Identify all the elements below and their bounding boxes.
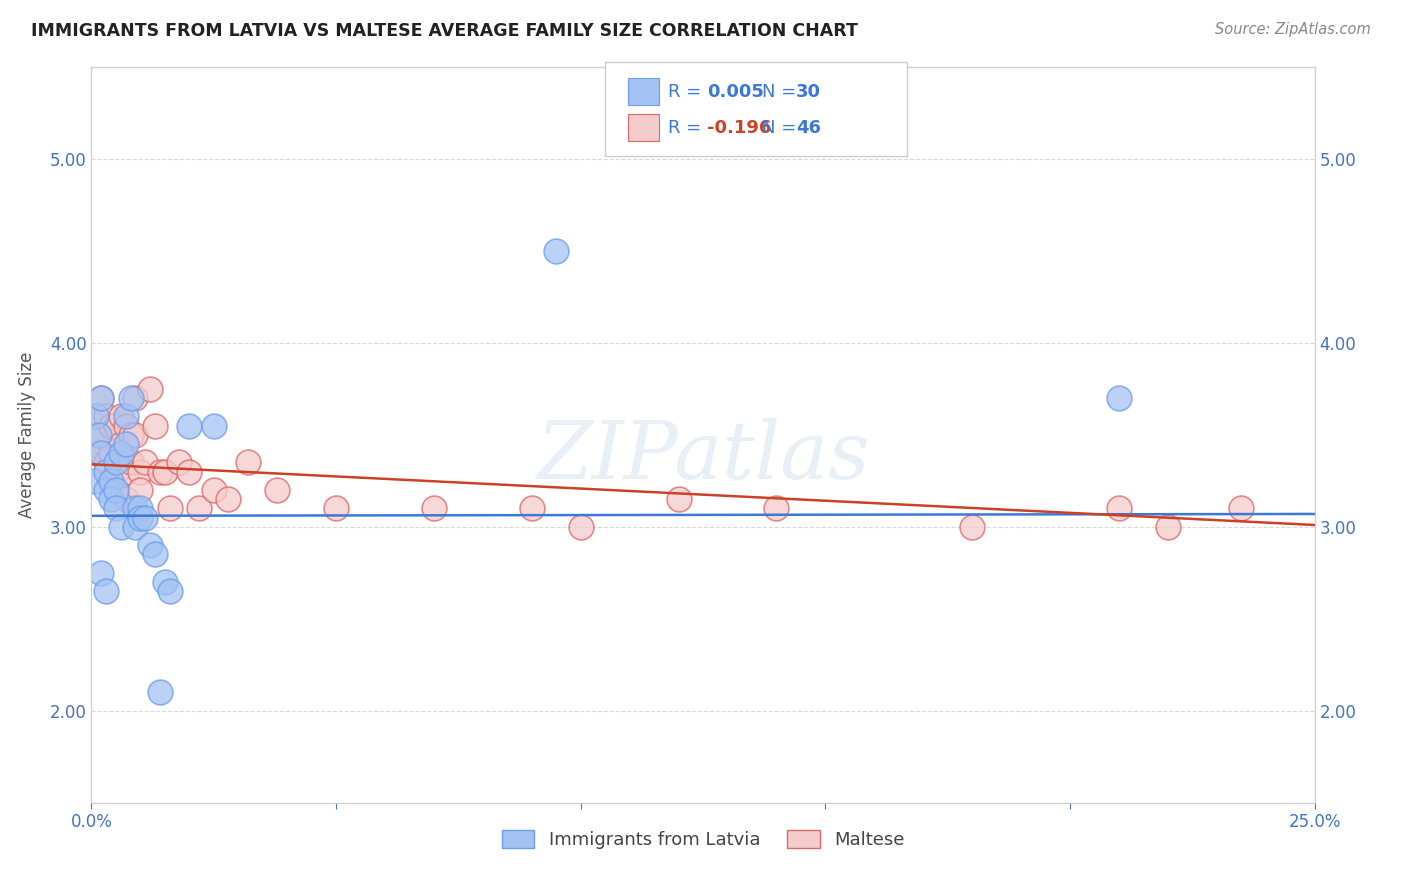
Point	[129, 483, 152, 497]
Point	[134, 510, 156, 524]
Point	[110, 409, 132, 424]
Point	[129, 510, 152, 524]
Point	[114, 437, 136, 451]
Point	[1108, 501, 1130, 516]
Point	[100, 492, 122, 507]
Point	[169, 455, 191, 469]
Point	[110, 446, 132, 460]
Point	[546, 244, 568, 258]
Text: Source: ZipAtlas.com: Source: ZipAtlas.com	[1215, 22, 1371, 37]
Text: 46: 46	[796, 119, 821, 136]
Point	[124, 427, 146, 442]
Point	[94, 455, 117, 469]
Text: 0.005: 0.005	[707, 83, 763, 101]
Point	[100, 446, 122, 460]
Point	[217, 492, 239, 507]
Point	[179, 465, 201, 479]
Point	[90, 391, 112, 405]
Point	[94, 409, 117, 424]
Point	[325, 501, 347, 516]
Point	[143, 418, 166, 433]
Point	[114, 418, 136, 433]
Point	[114, 492, 136, 507]
Point	[90, 427, 112, 442]
Point	[124, 520, 146, 534]
Point	[153, 465, 176, 479]
Point	[266, 483, 288, 497]
Point	[236, 455, 259, 469]
Point	[1108, 391, 1130, 405]
Point	[100, 418, 122, 433]
Point	[114, 465, 136, 479]
Point	[1157, 520, 1180, 534]
Point	[120, 391, 142, 405]
Legend: Immigrants from Latvia, Maltese: Immigrants from Latvia, Maltese	[495, 822, 911, 856]
Point	[202, 418, 225, 433]
Point	[159, 501, 181, 516]
Point	[149, 465, 172, 479]
Point	[114, 409, 136, 424]
Point	[104, 418, 127, 433]
Point	[129, 465, 152, 479]
Point	[110, 520, 132, 534]
Point	[179, 418, 201, 433]
Point	[1230, 501, 1253, 516]
Point	[84, 409, 107, 424]
Text: N =: N =	[762, 83, 801, 101]
Point	[90, 391, 112, 405]
Point	[668, 492, 690, 507]
Point	[120, 427, 142, 442]
Text: -0.196: -0.196	[707, 119, 772, 136]
Point	[765, 501, 787, 516]
Point	[120, 455, 142, 469]
Point	[110, 437, 132, 451]
Point	[143, 548, 166, 562]
Point	[139, 382, 162, 396]
Point	[134, 455, 156, 469]
Point	[100, 474, 122, 488]
Point	[104, 465, 127, 479]
Point	[84, 409, 107, 424]
Text: 30: 30	[796, 83, 821, 101]
Text: R =: R =	[668, 119, 707, 136]
Point	[104, 455, 127, 469]
Point	[104, 483, 127, 497]
Point	[90, 566, 112, 580]
Point	[960, 520, 983, 534]
Text: R =: R =	[668, 83, 707, 101]
Point	[139, 538, 162, 552]
Point	[159, 584, 181, 599]
Text: ZIPatlas: ZIPatlas	[536, 418, 870, 496]
Point	[569, 520, 592, 534]
Point	[83, 427, 105, 442]
Point	[423, 501, 446, 516]
Text: IMMIGRANTS FROM LATVIA VS MALTESE AVERAGE FAMILY SIZE CORRELATION CHART: IMMIGRANTS FROM LATVIA VS MALTESE AVERAG…	[31, 22, 858, 40]
Point	[149, 685, 172, 699]
Point	[87, 427, 110, 442]
Point	[520, 501, 543, 516]
Point	[202, 483, 225, 497]
Point	[94, 584, 117, 599]
Point	[94, 465, 117, 479]
Point	[83, 474, 105, 488]
Y-axis label: Average Family Size: Average Family Size	[18, 351, 35, 518]
Point	[153, 574, 176, 589]
Point	[124, 501, 146, 516]
Point	[90, 446, 112, 460]
Point	[84, 446, 107, 460]
Point	[104, 501, 127, 516]
Text: N =: N =	[762, 119, 801, 136]
Point	[188, 501, 211, 516]
Point	[94, 483, 117, 497]
Point	[104, 483, 127, 497]
Point	[129, 501, 152, 516]
Point	[124, 391, 146, 405]
